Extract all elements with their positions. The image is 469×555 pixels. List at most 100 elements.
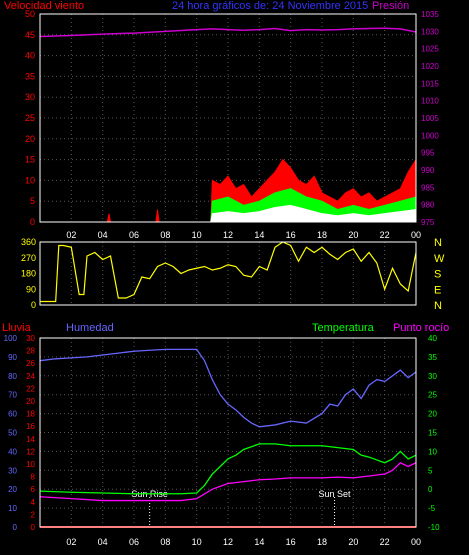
wind-axis-tick: 35 xyxy=(25,71,35,81)
wind-panel-frame xyxy=(39,13,417,223)
rain-axis-tick: 22 xyxy=(26,384,35,393)
series-dewpoint xyxy=(39,461,417,502)
pressure-axis-tick: 1025 xyxy=(421,45,439,54)
x-tick-label: 02 xyxy=(66,537,76,547)
x-tick-label: 14 xyxy=(254,230,264,240)
rain-axis-tick: 14 xyxy=(26,435,35,444)
series-humidity xyxy=(39,348,417,428)
wind-axis-tick: 30 xyxy=(25,92,35,102)
pressure-axis-tick: 1005 xyxy=(421,114,439,123)
x-tick-label: 08 xyxy=(160,230,170,240)
pressure-label: Presión xyxy=(372,0,409,12)
x-tick-label: 04 xyxy=(98,537,108,547)
humidity-axis-tick: 50 xyxy=(8,429,17,438)
temperature-axis-tick: 35 xyxy=(428,353,437,362)
x-tick-label: 08 xyxy=(160,537,170,547)
pressure-axis-tick: 1010 xyxy=(421,97,439,106)
humidity-axis-tick: 40 xyxy=(8,447,17,456)
pressure-axis-tick: 1035 xyxy=(421,10,439,19)
direction-axis-tick: 0 xyxy=(31,300,36,310)
humidity-axis-tick: 30 xyxy=(8,466,17,475)
pressure-axis-tick: 1000 xyxy=(421,131,439,140)
x-tick-label: 06 xyxy=(129,537,139,547)
compass-label: S xyxy=(434,269,441,281)
x-tick-label: 02 xyxy=(66,230,76,240)
x-tick-label: 22 xyxy=(380,537,390,547)
series-wind-min xyxy=(40,204,417,223)
wind-axis-tick: 5 xyxy=(30,196,35,206)
rain-axis-tick: 12 xyxy=(26,447,35,456)
x-tick-label: 16 xyxy=(286,230,296,240)
temperature-axis-tick: -5 xyxy=(428,504,436,513)
direction-axis-tick: 180 xyxy=(21,269,36,279)
rain-axis-tick: 28 xyxy=(26,347,35,356)
rain-axis-tick: 10 xyxy=(26,460,35,469)
dewpoint-label: Punto rocío xyxy=(393,322,449,334)
x-tick-label: 00 xyxy=(411,537,421,547)
humidity-label: Humedad xyxy=(66,322,114,334)
x-tick-label: 16 xyxy=(286,537,296,547)
pressure-axis-tick: 985 xyxy=(421,183,435,192)
chart-title: 24 hora gráficos de: 24 Noviembre 2015 xyxy=(172,0,368,12)
temperature-axis-tick: 0 xyxy=(428,485,433,494)
x-tick-label: 20 xyxy=(348,537,358,547)
temperature-label: Temperatura xyxy=(312,322,375,334)
pressure-axis-tick: 975 xyxy=(421,218,435,227)
x-tick-label: 18 xyxy=(317,230,327,240)
x-tick-label: 14 xyxy=(254,537,264,547)
rain-axis-tick: 26 xyxy=(26,359,35,368)
rain-axis-tick: 18 xyxy=(26,410,35,419)
humidity-axis-tick: 100 xyxy=(4,334,18,343)
temperature-axis-tick: 40 xyxy=(428,334,437,343)
pressure-axis-tick: 990 xyxy=(421,166,435,175)
temperature-axis-tick: 15 xyxy=(428,429,437,438)
compass-label: W xyxy=(434,253,445,265)
direction-axis-tick: 270 xyxy=(21,253,36,263)
temperature-axis-tick: 30 xyxy=(428,372,437,381)
wind-axis-tick: 40 xyxy=(25,51,35,61)
rain-axis-tick: 6 xyxy=(31,485,36,494)
x-tick-label: 04 xyxy=(98,230,108,240)
temperature-axis-tick: 5 xyxy=(428,466,433,475)
series-pressure xyxy=(39,27,417,38)
temperature-axis-tick: 20 xyxy=(428,410,437,419)
wind-axis-tick: 25 xyxy=(25,113,35,123)
pressure-axis-tick: 1020 xyxy=(421,62,439,71)
humidity-axis-tick: 70 xyxy=(8,391,17,400)
sun-annotation: Sun Set xyxy=(319,489,352,499)
compass-label: E xyxy=(434,284,441,296)
x-tick-label: 06 xyxy=(129,230,139,240)
humidity-axis-tick: 90 xyxy=(8,353,17,362)
x-tick-label: 20 xyxy=(348,230,358,240)
humidity-axis-tick: 60 xyxy=(8,410,17,419)
temperature-axis-tick: 10 xyxy=(428,447,437,456)
rain-axis-tick: 8 xyxy=(31,473,36,482)
wind-axis-tick: 0 xyxy=(30,217,35,227)
temperature-axis-tick: -10 xyxy=(428,523,440,532)
humidity-axis-tick: 10 xyxy=(8,504,17,513)
rain-axis-tick: 0 xyxy=(31,523,36,532)
rain-axis-tick: 30 xyxy=(26,334,35,343)
pressure-axis-tick: 1030 xyxy=(421,27,439,36)
series-temperature xyxy=(39,443,417,495)
direction-panel-frame xyxy=(39,241,417,306)
wind-axis-tick: 10 xyxy=(25,175,35,185)
rain-axis-tick: 2 xyxy=(31,510,36,519)
rain-axis-tick: 20 xyxy=(26,397,35,406)
x-tick-label: 00 xyxy=(411,230,421,240)
plot-layer: 0510152025303540455097598098599099510001… xyxy=(4,9,445,547)
direction-axis-tick: 90 xyxy=(26,284,36,294)
humidity-axis-tick: 0 xyxy=(13,523,18,532)
rain-label: Lluvia xyxy=(2,322,32,334)
climate-panel-frame xyxy=(39,337,417,528)
x-tick-label: 22 xyxy=(380,230,390,240)
compass-label: N xyxy=(434,237,442,249)
wind-axis-tick: 20 xyxy=(25,134,35,144)
rain-axis-tick: 16 xyxy=(26,422,35,431)
humidity-axis-tick: 80 xyxy=(8,372,17,381)
x-tick-label: 10 xyxy=(192,230,202,240)
wind-axis-tick: 15 xyxy=(25,155,35,165)
wind-speed-label: Velocidad viento xyxy=(4,0,84,12)
wind-axis-tick: 45 xyxy=(25,30,35,40)
